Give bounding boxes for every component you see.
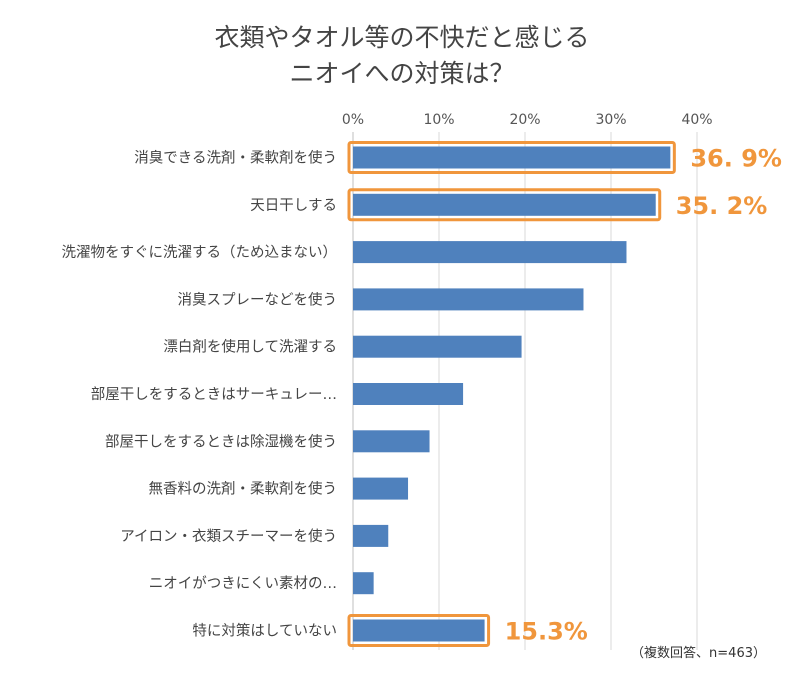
bar xyxy=(353,241,627,264)
category-label: 天日干しする xyxy=(250,197,337,214)
bar xyxy=(353,146,671,169)
x-tick-label: 20% xyxy=(509,112,540,128)
bar xyxy=(353,288,584,311)
category-label: 部屋干しをするときはサーキュレー… xyxy=(91,386,337,403)
bar xyxy=(353,335,522,358)
highlights: 36. 9% 35. 2% 15.3% xyxy=(347,141,782,647)
x-axis-ticks: 0% 10% 20% 30% 40% xyxy=(342,112,713,128)
category-label: 洗濯物をすぐに洗濯する（ため込まない） xyxy=(62,244,338,261)
highlight-box xyxy=(347,614,491,647)
category-label: アイロン・衣類スチーマーを使う xyxy=(120,528,337,545)
x-tick-label: 40% xyxy=(681,112,712,128)
bar xyxy=(353,383,464,405)
bar xyxy=(353,477,409,500)
x-tick-label: 30% xyxy=(595,112,626,128)
bar xyxy=(353,572,374,595)
bar xyxy=(353,430,430,453)
category-label: 漂白剤を使用して洗濯する xyxy=(163,339,337,356)
bar xyxy=(353,619,485,642)
chart-title-line-2: ニオイへの対策は？ xyxy=(289,59,514,88)
data-label: 15.3% xyxy=(505,618,588,646)
category-label: 無香料の洗剤・柔軟剤を使う xyxy=(149,481,338,498)
sample-note: （複数回答、n=463） xyxy=(631,645,766,661)
highlight-box xyxy=(347,141,676,174)
x-tick-label: 10% xyxy=(423,112,454,128)
category-label: 部屋干しをするときは除湿機を使う xyxy=(105,433,337,450)
highlight-box xyxy=(347,188,662,222)
category-label: 消臭スプレーなどを使う xyxy=(178,291,338,308)
category-label: 消臭できる洗剤・柔軟剤を使う xyxy=(134,150,337,167)
data-label: 36. 9% xyxy=(690,145,782,173)
bar xyxy=(353,193,656,216)
data-label: 35. 2% xyxy=(676,192,768,220)
bar xyxy=(353,524,389,547)
bars xyxy=(353,146,671,642)
chart-title-line-1: 衣類やタオル等の不快だと感じる xyxy=(214,23,589,52)
x-tick-label: 0% xyxy=(342,112,364,128)
category-label: ニオイがつきにくい素材の… xyxy=(149,575,337,592)
category-label: 特に対策はしていない xyxy=(192,623,337,640)
